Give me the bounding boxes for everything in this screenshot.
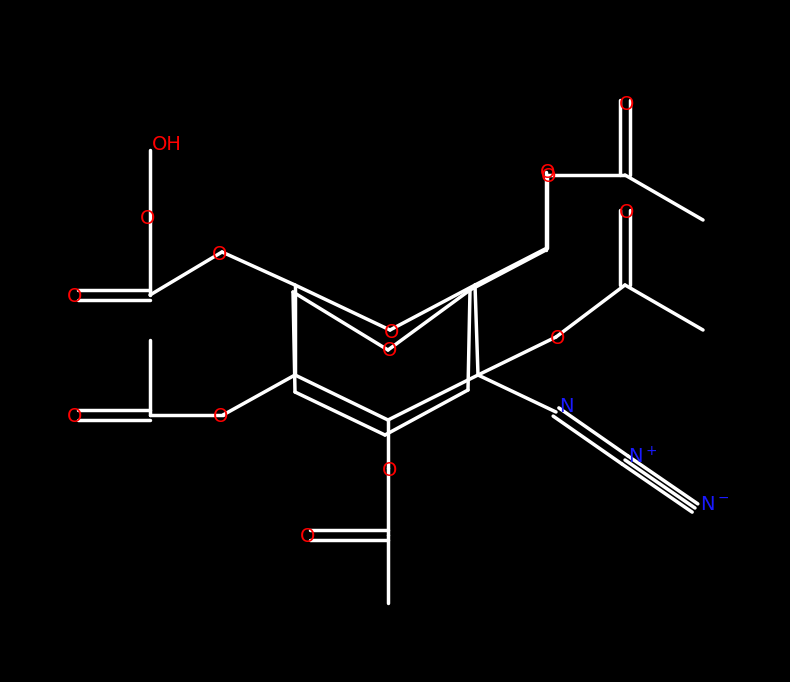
Text: O: O xyxy=(213,408,228,426)
Text: O: O xyxy=(382,462,397,481)
Text: O: O xyxy=(300,527,316,546)
Text: O: O xyxy=(213,245,228,263)
Text: O: O xyxy=(384,323,400,342)
Text: O: O xyxy=(67,408,83,426)
Text: N$^-$: N$^-$ xyxy=(700,496,730,514)
Text: O: O xyxy=(541,168,557,186)
Text: O: O xyxy=(540,162,555,181)
Text: OH: OH xyxy=(152,136,182,155)
Text: N: N xyxy=(559,398,574,417)
Text: O: O xyxy=(551,329,566,348)
Text: O: O xyxy=(382,342,397,361)
Text: O: O xyxy=(619,203,634,222)
Text: O: O xyxy=(67,288,83,306)
Text: O: O xyxy=(619,95,634,115)
Text: O: O xyxy=(141,209,156,228)
Text: N$^+$: N$^+$ xyxy=(628,446,658,468)
